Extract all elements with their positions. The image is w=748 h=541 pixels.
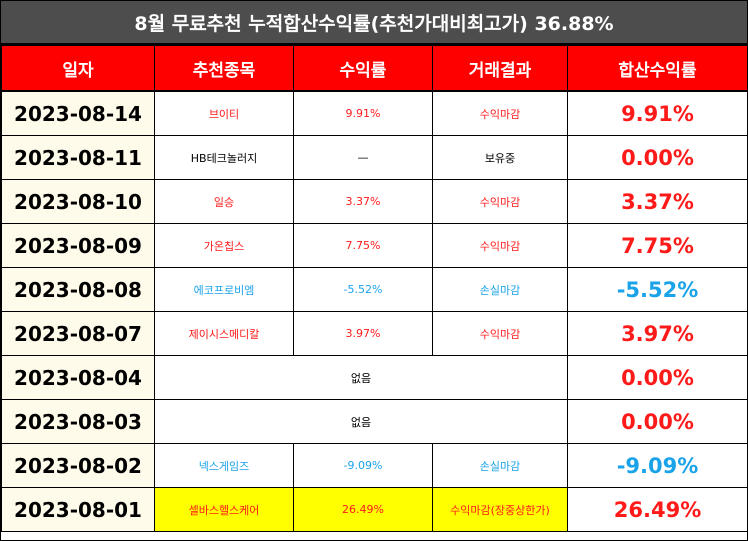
- row-rate: 3.37%: [293, 179, 433, 224]
- row-none: 없음: [154, 399, 568, 444]
- row-total: 0.00%: [567, 399, 748, 444]
- row-stock: 가온칩스: [154, 223, 294, 268]
- row-date: 2023-08-14: [1, 90, 155, 136]
- row-rate: -9.09%: [293, 443, 433, 488]
- row-result: 수익마감: [432, 223, 568, 268]
- row-none: 없음: [154, 355, 568, 400]
- row-stock: 에코프로비엠: [154, 267, 294, 312]
- row-date: 2023-08-01: [1, 487, 155, 532]
- row-rate: 3.97%: [293, 311, 433, 356]
- row-result: 수익마감(장중상한가): [432, 487, 568, 532]
- row-date: 2023-08-04: [1, 355, 155, 400]
- row-stock: 일승: [154, 179, 294, 224]
- row-stock: 브이티: [154, 90, 294, 136]
- row-total: 0.00%: [567, 355, 748, 400]
- row-total: -9.09%: [567, 443, 748, 488]
- row-rate: —: [293, 135, 433, 180]
- row-date: 2023-08-03: [1, 399, 155, 444]
- header-date: 일자: [1, 45, 155, 92]
- table-row: 2023-08-14 브이티 9.91% 수익마감 9.91%: [1, 90, 748, 136]
- row-result: 손실마감: [432, 443, 568, 488]
- table-row: 2023-08-10 일승 3.37% 수익마감 3.37%: [1, 179, 748, 224]
- table-row: 2023-08-07 제이시스메디칼 3.97% 수익마감 3.97%: [1, 311, 748, 356]
- table-header-row: 일자 추천종목 수익률 거래결과 합산수익률: [1, 45, 748, 92]
- row-stock: 셀바스헬스케어: [154, 487, 294, 532]
- row-stock: 제이시스메디칼: [154, 311, 294, 356]
- row-rate: -5.52%: [293, 267, 433, 312]
- table-row: 2023-08-08 에코프로비엠 -5.52% 손실마감 -5.52%: [1, 267, 748, 312]
- row-date: 2023-08-02: [1, 443, 155, 488]
- row-rate: 7.75%: [293, 223, 433, 268]
- row-date: 2023-08-10: [1, 179, 155, 224]
- row-result: 손실마감: [432, 267, 568, 312]
- row-total: 3.97%: [567, 311, 748, 356]
- row-total: 7.75%: [567, 223, 748, 268]
- row-stock: HB테크놀러지: [154, 135, 294, 180]
- table-row-highlighted: 2023-08-01 셀바스헬스케어 26.49% 수익마감(장중상한가) 26…: [1, 487, 748, 532]
- row-rate: 26.49%: [293, 487, 433, 532]
- row-date: 2023-08-09: [1, 223, 155, 268]
- row-date: 2023-08-08: [1, 267, 155, 312]
- row-total: 3.37%: [567, 179, 748, 224]
- row-total: 0.00%: [567, 135, 748, 180]
- results-table: 일자 추천종목 수익률 거래결과 합산수익률 2023-08-14 브이티 9.…: [1, 45, 748, 532]
- table-row: 2023-08-09 가온칩스 7.75% 수익마감 7.75%: [1, 223, 748, 268]
- table-row: 2023-08-02 넥스게임즈 -9.09% 손실마감 -9.09%: [1, 443, 748, 488]
- header-stock: 추천종목: [154, 45, 294, 92]
- table-row: 2023-08-03 없음 0.00%: [1, 399, 748, 444]
- row-date: 2023-08-11: [1, 135, 155, 180]
- row-total: 9.91%: [567, 90, 748, 136]
- row-total: 26.49%: [567, 487, 748, 532]
- row-result: 보유중: [432, 135, 568, 180]
- row-stock: 넥스게임즈: [154, 443, 294, 488]
- table-row: 2023-08-11 HB테크놀러지 — 보유중 0.00%: [1, 135, 748, 180]
- header-rate: 수익률: [293, 45, 433, 92]
- header-result: 거래결과: [432, 45, 568, 92]
- row-date: 2023-08-07: [1, 311, 155, 356]
- row-result: 수익마감: [432, 90, 568, 136]
- row-total: -5.52%: [567, 267, 748, 312]
- table-row: 2023-08-04 없음 0.00%: [1, 355, 748, 400]
- row-result: 수익마감: [432, 179, 568, 224]
- row-rate: 9.91%: [293, 90, 433, 136]
- page-title: 8월 무료추천 누적합산수익률(추천가대비최고가) 36.88%: [1, 1, 747, 45]
- header-total: 합산수익률: [567, 45, 748, 92]
- row-result: 수익마감: [432, 311, 568, 356]
